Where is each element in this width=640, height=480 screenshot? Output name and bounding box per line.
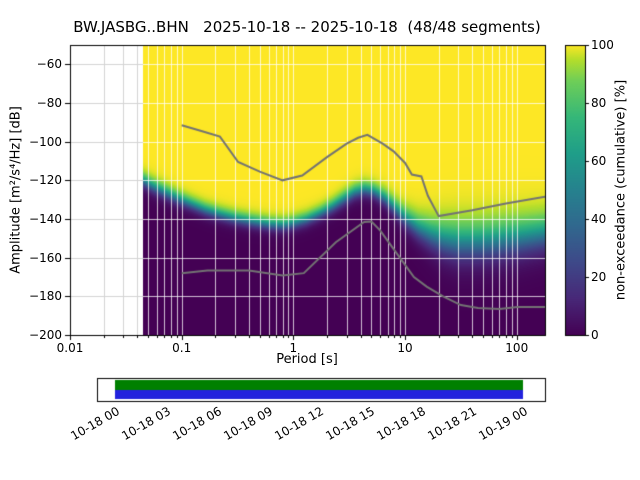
colorbar-tick-label: 100: [591, 38, 614, 52]
x-tick-label: 0.1: [172, 341, 192, 355]
y-tick-label: −80: [36, 96, 62, 110]
colorbar-tick-label: 60: [591, 154, 607, 168]
colorbar-label: non-exceedance (cumulative) [%]: [613, 79, 629, 301]
x-axis-label: Period [s]: [276, 352, 338, 367]
colorbar-tick-label: 0: [591, 328, 599, 342]
colorbar-tick-label: 20: [591, 270, 607, 284]
y-tick-label: −120: [29, 173, 62, 188]
y-tick-label: −100: [29, 134, 62, 149]
y-tick-label: −200: [29, 328, 62, 342]
x-tick-label: 100: [505, 341, 529, 355]
x-tick-label: 0.01: [56, 341, 84, 355]
colorbar-tick-label: 40: [591, 212, 607, 226]
plot-title: BW.JASBG..BHN 2025-10-18 -- 2025-10-18 (…: [73, 18, 541, 36]
y-tick-label: −180: [29, 289, 62, 304]
y-tick-label: −60: [36, 57, 62, 72]
x-tick-label: 1: [289, 341, 298, 355]
x-tick-label: 10: [397, 341, 413, 355]
colorbar-tick-label: 80: [591, 96, 607, 110]
y-axis-label: Amplitude [m²/s⁴/Hz] [dB]: [8, 106, 24, 274]
y-tick-label: −160: [29, 250, 62, 265]
y-tick-label: −140: [29, 212, 62, 226]
